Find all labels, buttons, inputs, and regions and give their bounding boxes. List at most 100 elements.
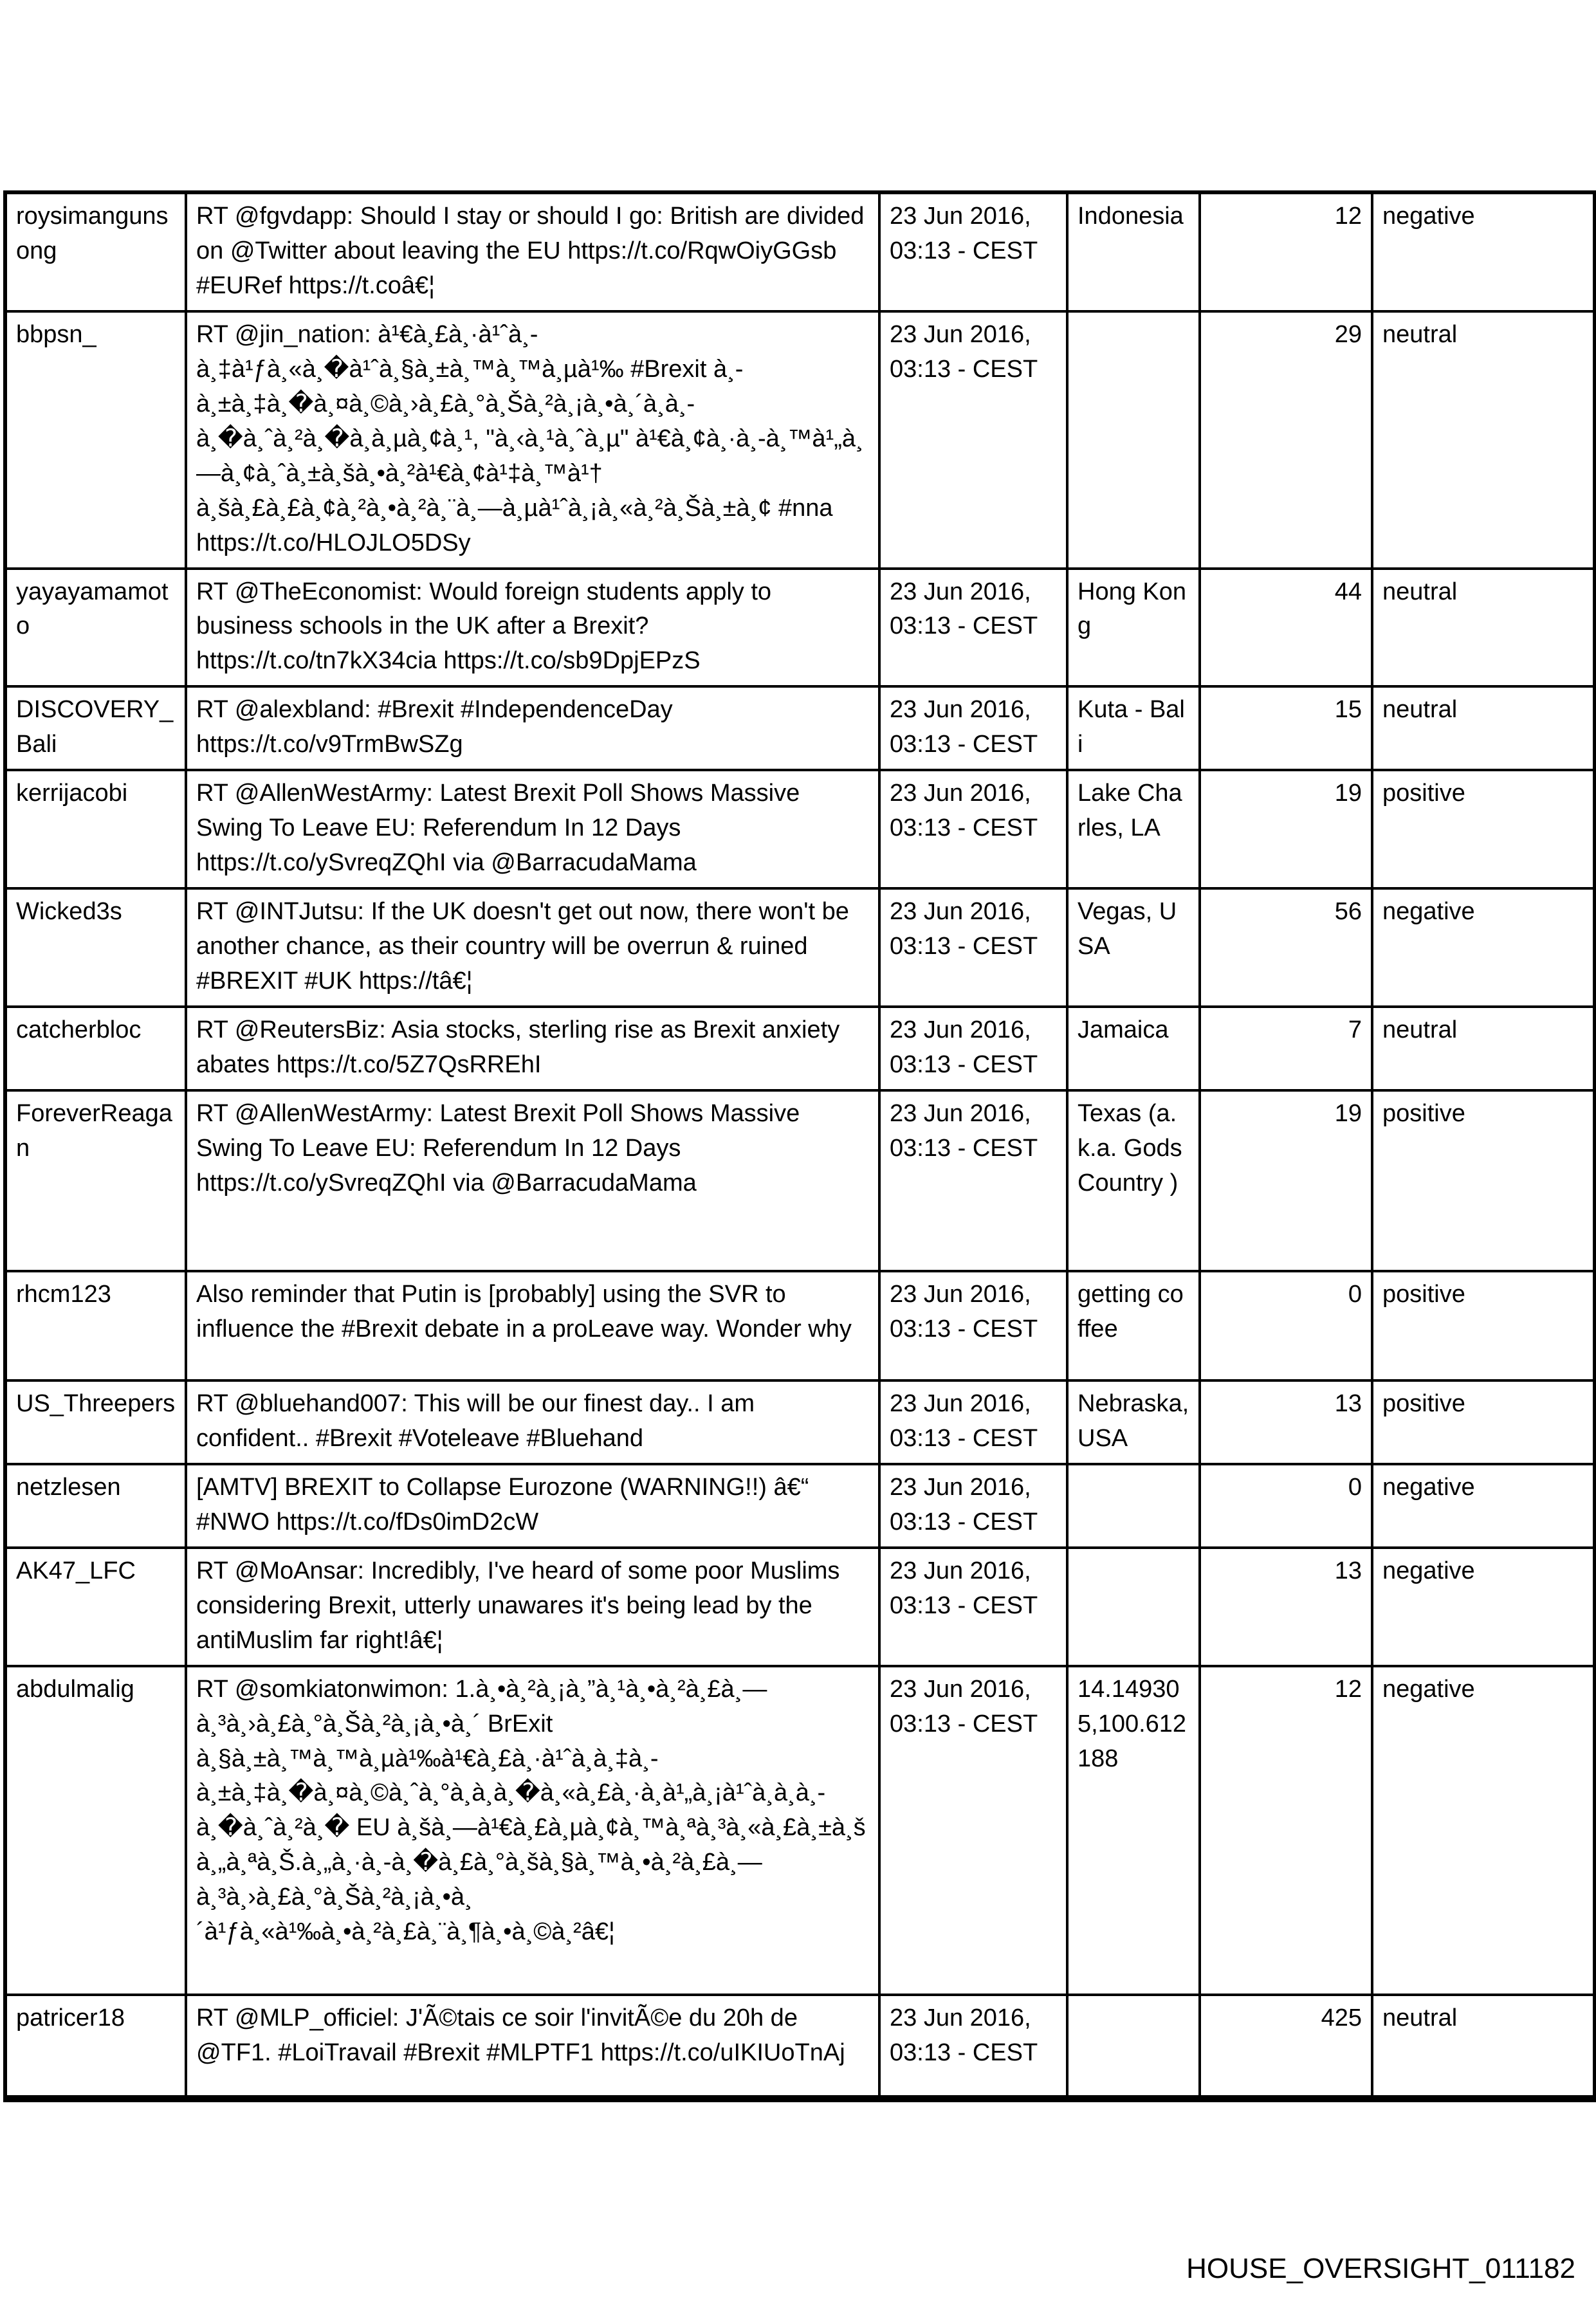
retweet-count-cell: 12 — [1198, 191, 1373, 313]
username-cell: yayayamamoto — [4, 567, 187, 688]
location-cell — [1066, 1462, 1201, 1549]
table-row: AK47_LFC RT @MoAnsar: Incredibly, I've h… — [4, 1546, 1596, 1667]
date-cell: 23 Jun 2016, 03:13 - CEST — [878, 1005, 1069, 1092]
retweet-count-cell: 7 — [1198, 1005, 1373, 1092]
sentiment-cell: neutral — [1371, 567, 1596, 688]
retweet-count-cell: 56 — [1198, 887, 1373, 1009]
table-row: yayayamamoto RT @TheEconomist: Would for… — [4, 567, 1596, 688]
date-cell: 23 Jun 2016, 03:13 - CEST — [878, 685, 1069, 772]
tweet-text-cell: RT @MLP_officiel: J'Ã©tais ce soir l'inv… — [185, 1993, 881, 2100]
retweet-count-cell: 15 — [1198, 685, 1373, 772]
retweet-count-cell: 425 — [1198, 1993, 1373, 2100]
date-cell: 23 Jun 2016, 03:13 - CEST — [878, 191, 1069, 313]
date-cell: 23 Jun 2016, 03:13 - CEST — [878, 1993, 1069, 2100]
tweet-text-cell: Also reminder that Putin is [probably] u… — [185, 1269, 881, 1382]
location-cell: 14.149305,100.612188 — [1066, 1664, 1201, 1996]
retweet-count-cell: 13 — [1198, 1546, 1373, 1667]
username-cell: catcherbloc — [4, 1005, 187, 1092]
sentiment-cell: neutral — [1371, 1993, 1596, 2100]
table-row: catcherbloc RT @ReutersBiz: Asia stocks,… — [4, 1005, 1596, 1092]
username-cell: ForeverReagan — [4, 1088, 187, 1272]
retweet-count-cell: 13 — [1198, 1379, 1373, 1465]
table-row: Wicked3s RT @INTJutsu: If the UK doesn't… — [4, 887, 1596, 1009]
tweet-text-cell: RT @INTJutsu: If the UK doesn't get out … — [185, 887, 881, 1009]
sentiment-cell: neutral — [1371, 309, 1596, 570]
sentiment-cell: positive — [1371, 1379, 1596, 1465]
date-cell: 23 Jun 2016, 03:13 - CEST — [878, 887, 1069, 1009]
username-cell: netzlesen — [4, 1462, 187, 1549]
table-row: bbpsn_ RT @jin_nation: à¹€à¸£à¸·à¹ˆà¸-à¸… — [4, 309, 1596, 570]
tweet-text-cell: RT @fgvdapp: Should I stay or should I g… — [185, 191, 881, 313]
sentiment-cell: negative — [1371, 191, 1596, 313]
location-cell: Indonesia — [1066, 191, 1201, 313]
location-cell — [1066, 1546, 1201, 1667]
table-row: abdulmalig RT @somkiatonwimon: 1.à¸•à¸²à… — [4, 1664, 1596, 1996]
username-cell: bbpsn_ — [4, 309, 187, 570]
retweet-count-cell: 29 — [1198, 309, 1373, 570]
sentiment-cell: neutral — [1371, 1005, 1596, 1092]
username-cell: roysimangunsong — [4, 191, 187, 313]
sentiment-cell: negative — [1371, 887, 1596, 1009]
location-cell: Kuta - Bali — [1066, 685, 1201, 772]
username-cell: kerrijacobi — [4, 769, 187, 890]
location-cell — [1066, 309, 1201, 570]
table-row: kerrijacobi RT @AllenWestArmy: Latest Br… — [4, 769, 1596, 890]
date-cell: 23 Jun 2016, 03:13 - CEST — [878, 567, 1069, 688]
tweet-table-body: roysimangunsong RT @fgvdapp: Should I st… — [4, 191, 1596, 2100]
date-cell: 23 Jun 2016, 03:13 - CEST — [878, 1379, 1069, 1465]
retweet-count-cell: 44 — [1198, 567, 1373, 688]
date-cell: 23 Jun 2016, 03:13 - CEST — [878, 1462, 1069, 1549]
tweet-text-cell: [AMTV] BREXIT to Collapse Eurozone (WARN… — [185, 1462, 881, 1549]
document-id-footer: HOUSE_OVERSIGHT_011182 — [1186, 2253, 1575, 2284]
sentiment-cell: negative — [1371, 1462, 1596, 1549]
retweet-count-cell: 12 — [1198, 1664, 1373, 1996]
date-cell: 23 Jun 2016, 03:13 - CEST — [878, 1088, 1069, 1272]
retweet-count-cell: 0 — [1198, 1269, 1373, 1382]
username-cell: US_Threepers — [4, 1379, 187, 1465]
sentiment-cell: positive — [1371, 1088, 1596, 1272]
table-row: roysimangunsong RT @fgvdapp: Should I st… — [4, 191, 1596, 313]
location-cell: getting coffee — [1066, 1269, 1201, 1382]
retweet-count-cell: 19 — [1198, 769, 1373, 890]
tweet-text-cell: RT @TheEconomist: Would foreign students… — [185, 567, 881, 688]
tweet-text-cell: RT @ReutersBiz: Asia stocks, sterling ri… — [185, 1005, 881, 1092]
sentiment-cell: negative — [1371, 1546, 1596, 1667]
table-row: rhcm123 Also reminder that Putin is [pro… — [4, 1269, 1596, 1382]
username-cell: rhcm123 — [4, 1269, 187, 1382]
retweet-count-cell: 19 — [1198, 1088, 1373, 1272]
retweet-count-cell: 0 — [1198, 1462, 1373, 1549]
tweet-text-cell: RT @AllenWestArmy: Latest Brexit Poll Sh… — [185, 769, 881, 890]
table-row: netzlesen [AMTV] BREXIT to Collapse Euro… — [4, 1462, 1596, 1549]
table-row: DISCOVERY_Bali RT @alexbland: #Brexit #I… — [4, 685, 1596, 772]
date-cell: 23 Jun 2016, 03:13 - CEST — [878, 769, 1069, 890]
location-cell: Vegas, USA — [1066, 887, 1201, 1009]
date-cell: 23 Jun 2016, 03:13 - CEST — [878, 1269, 1069, 1382]
tweet-text-cell: RT @jin_nation: à¹€à¸£à¸·à¹ˆà¸-à¸‡à¹ƒà¸«… — [185, 309, 881, 570]
table-row: patricer18 RT @MLP_officiel: J'Ã©tais ce… — [4, 1993, 1596, 2100]
table-row: ForeverReagan RT @AllenWestArmy: Latest … — [4, 1088, 1596, 1272]
tweet-table: roysimangunsong RT @fgvdapp: Should I st… — [3, 190, 1596, 2103]
table-row: US_Threepers RT @bluehand007: This will … — [4, 1379, 1596, 1465]
username-cell: abdulmalig — [4, 1664, 187, 1996]
location-cell: Lake Charles, LA — [1066, 769, 1201, 890]
sentiment-cell: positive — [1371, 769, 1596, 890]
location-cell — [1066, 1993, 1201, 2100]
sentiment-cell: negative — [1371, 1664, 1596, 1996]
date-cell: 23 Jun 2016, 03:13 - CEST — [878, 1546, 1069, 1667]
date-cell: 23 Jun 2016, 03:13 - CEST — [878, 309, 1069, 570]
sentiment-cell: neutral — [1371, 685, 1596, 772]
username-cell: DISCOVERY_Bali — [4, 685, 187, 772]
tweet-text-cell: RT @alexbland: #Brexit #IndependenceDay … — [185, 685, 881, 772]
date-cell: 23 Jun 2016, 03:13 - CEST — [878, 1664, 1069, 1996]
location-cell: Jamaica — [1066, 1005, 1201, 1092]
tweet-text-cell: RT @MoAnsar: Incredibly, I've heard of s… — [185, 1546, 881, 1667]
username-cell: AK47_LFC — [4, 1546, 187, 1667]
username-cell: patricer18 — [4, 1993, 187, 2100]
location-cell: Nebraska, USA — [1066, 1379, 1201, 1465]
sentiment-cell: positive — [1371, 1269, 1596, 1382]
username-cell: Wicked3s — [4, 887, 187, 1009]
location-cell: Texas (a.k.a. Gods Country ) — [1066, 1088, 1201, 1272]
tweet-text-cell: RT @somkiatonwimon: 1.à¸•à¸²à¸¡à¸”à¸¹à¸•… — [185, 1664, 881, 1996]
location-cell: Hong Kong — [1066, 567, 1201, 688]
